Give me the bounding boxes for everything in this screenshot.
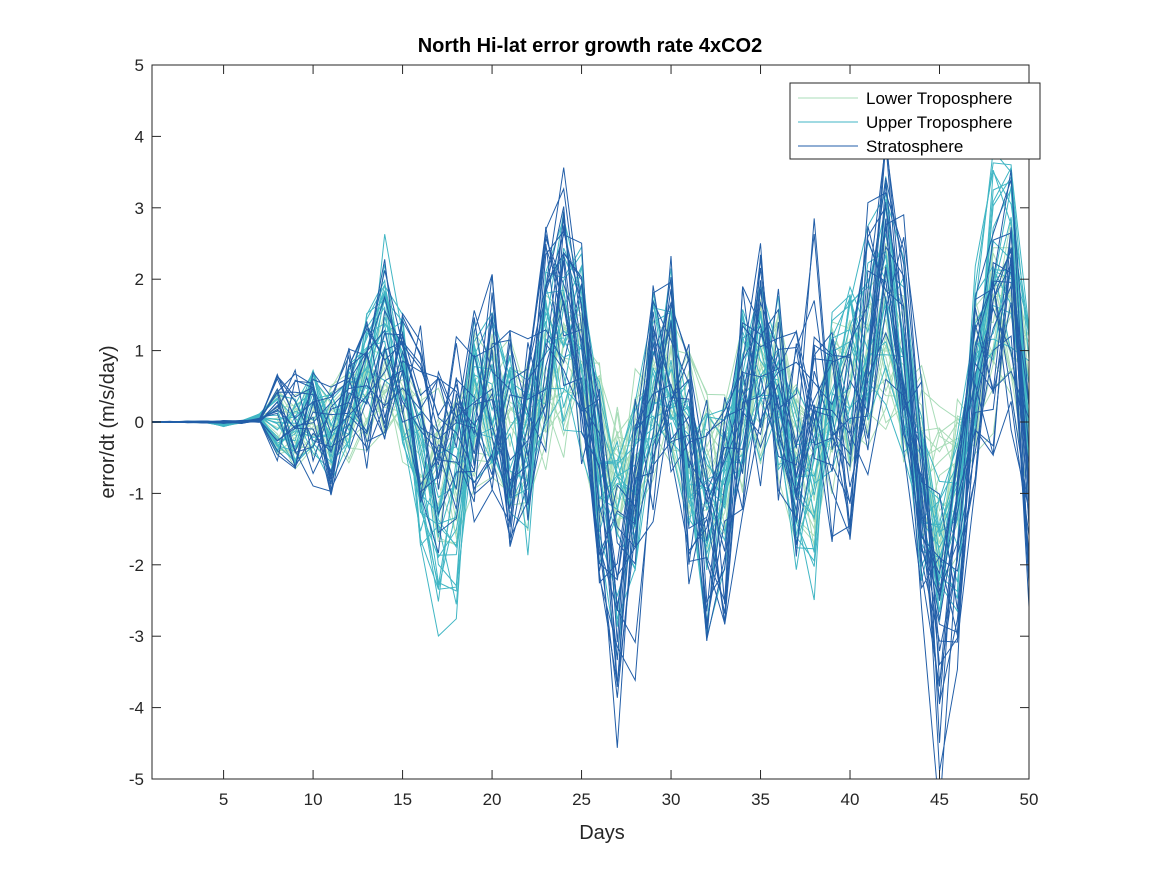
series-member-line bbox=[152, 260, 1029, 683]
series-member-line bbox=[152, 202, 1029, 604]
y-tick-label: -5 bbox=[129, 770, 144, 789]
series-member-line bbox=[152, 142, 1029, 687]
y-tick-label: 3 bbox=[135, 199, 144, 218]
x-tick-label: 5 bbox=[219, 790, 228, 809]
x-tick-label: 15 bbox=[393, 790, 412, 809]
x-tick-label: 20 bbox=[483, 790, 502, 809]
series-member-line bbox=[152, 231, 1029, 544]
x-tick-label: 35 bbox=[751, 790, 770, 809]
x-axis-label: Days bbox=[579, 822, 625, 844]
x-tick-label: 25 bbox=[572, 790, 591, 809]
x-tick-label: 30 bbox=[662, 790, 681, 809]
y-axis-label: error/dt (m/s/day) bbox=[97, 345, 119, 498]
series-stratosphere bbox=[152, 133, 1029, 779]
y-tick-label: 1 bbox=[135, 342, 144, 361]
y-tick-label: -1 bbox=[129, 484, 144, 503]
legend-label: Stratosphere bbox=[866, 137, 963, 156]
y-tick-label: -3 bbox=[129, 627, 144, 646]
series-member-line bbox=[152, 218, 1029, 685]
series-member-line bbox=[152, 167, 1029, 624]
legend: Lower Troposphere Upper Troposphere Strato… bbox=[789, 82, 1041, 160]
series-lines bbox=[152, 133, 1029, 779]
legend-label: Upper Troposphere bbox=[866, 113, 1012, 132]
series-member-line bbox=[152, 177, 1029, 620]
x-tick-label: 10 bbox=[304, 790, 323, 809]
series-member-line bbox=[152, 133, 1029, 704]
y-tick-label: -2 bbox=[129, 556, 144, 575]
x-tick-label: 50 bbox=[1020, 790, 1039, 809]
series-member-line bbox=[152, 187, 1029, 643]
y-tick-label: 0 bbox=[135, 413, 144, 432]
legend-label: Lower Troposphere bbox=[866, 89, 1012, 108]
x-tick-label: 40 bbox=[841, 790, 860, 809]
series-member-line bbox=[152, 252, 1029, 610]
y-tick-label: -4 bbox=[129, 699, 144, 718]
y-tick-label: 2 bbox=[135, 270, 144, 289]
y-tick-label: 4 bbox=[135, 127, 144, 146]
x-tick-label: 45 bbox=[930, 790, 949, 809]
chart-title: North Hi-lat error growth rate 4xCO2 bbox=[418, 35, 763, 57]
y-tick-label: 5 bbox=[135, 56, 144, 75]
series-member-line bbox=[152, 211, 1029, 685]
